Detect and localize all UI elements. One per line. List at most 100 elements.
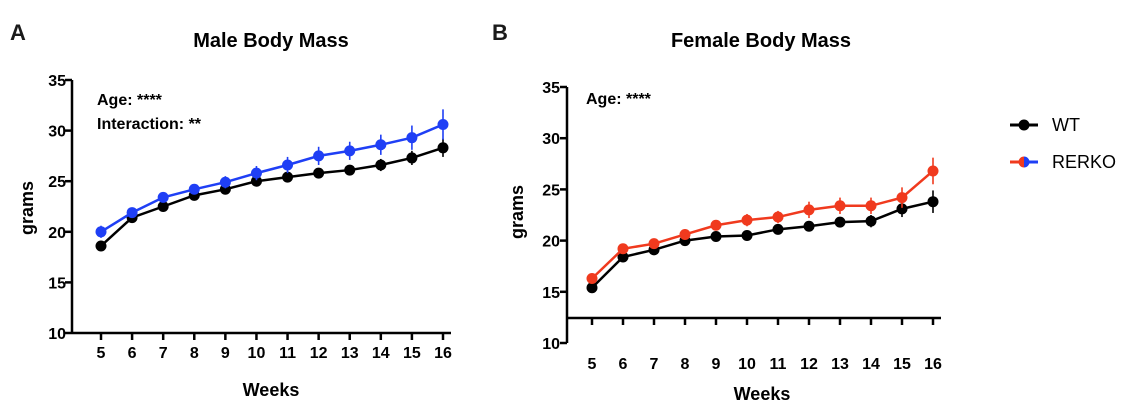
- panel-b-y-tick-label: 30: [542, 131, 560, 148]
- panel-a-x-tick-label: 11: [279, 345, 296, 362]
- panel-a-annotation-interaction: Interaction: **: [97, 116, 202, 133]
- panel-a-series-wt-point: [282, 171, 294, 183]
- panel-a-series-rerko-point: [406, 132, 418, 144]
- legend-wt-label: WT: [1052, 115, 1080, 135]
- panel-a-y-axis-label: grams: [17, 181, 37, 235]
- panel-b-y-axis-label: grams: [507, 185, 527, 239]
- legend-rerko-label: RERKO: [1052, 152, 1116, 172]
- panel-b-x-tick-label: 12: [800, 356, 818, 373]
- panel-a-series-rerko-point: [157, 191, 169, 203]
- panel-b-series-rerko-point: [834, 200, 846, 212]
- panel-b-y-tick-label: 15: [542, 285, 560, 302]
- panel-b-series-wt-point: [772, 223, 784, 235]
- panel-b-series-rerko-point: [741, 214, 753, 226]
- panel-a: A Male Body Mass Age: **** Interaction: …: [10, 20, 452, 400]
- panel-b-x-tick-label: 6: [619, 356, 628, 373]
- panel-b-x-tick-label: 11: [770, 356, 787, 373]
- legend-item-wt: WT: [1010, 115, 1080, 135]
- panel-a-series-rerko-point: [437, 119, 449, 131]
- panel-a-series-rerko-point: [95, 226, 107, 238]
- panel-a-series-wt-point: [344, 164, 356, 176]
- legend-item-rerko: RERKO: [1010, 152, 1116, 172]
- panel-b-series-rerko-point: [865, 200, 877, 212]
- panel-a-series-rerko-point: [126, 207, 138, 219]
- panel-a-series-rerko-point: [219, 176, 231, 188]
- panel-a-y-tick-label: 10: [48, 326, 66, 343]
- panel-a-series-wt-point: [313, 167, 325, 179]
- panel-b-annotation-age: Age: ****: [586, 91, 652, 108]
- panel-a-y-tick-label: 25: [48, 174, 66, 191]
- panel-b-series-wt-point: [586, 282, 598, 294]
- panel-b-series-rerko-point: [772, 211, 784, 223]
- panel-b-series-wt-point: [741, 229, 753, 241]
- legend-rerko-marker-blue: [1024, 156, 1030, 168]
- panel-a-series-rerko-point: [313, 150, 325, 162]
- panel-a-y-tick-label: 20: [48, 225, 66, 242]
- panel-a-x-tick-label: 6: [128, 345, 137, 362]
- panel-b-series-rerko-point: [927, 165, 939, 177]
- panel-a-series-rerko-point: [188, 183, 200, 195]
- panel-a-series-wt-point: [375, 159, 387, 171]
- panel-b-series-rerko-point: [648, 238, 660, 250]
- panel-b-x-tick-label: 16: [924, 356, 942, 373]
- panel-a-series-wt-point: [437, 142, 449, 154]
- panel-b-y-tick-label: 35: [542, 80, 560, 97]
- panel-b: B Female Body Mass Age: **** Weeks grams…: [492, 20, 942, 404]
- panel-a-x-tick-label: 9: [221, 345, 230, 362]
- panel-b-label: B: [492, 20, 508, 45]
- panel-a-x-tick-label: 10: [248, 345, 266, 362]
- panel-a-x-tick-label: 13: [341, 345, 359, 362]
- panel-b-series-rerko-point: [710, 219, 722, 231]
- panel-b-y-tick-label: 10: [542, 336, 560, 353]
- panel-b-series-rerko-point: [803, 204, 815, 216]
- panel-a-series-rerko-point: [375, 139, 387, 151]
- panel-b-series-wt-point: [865, 215, 877, 227]
- panel-a-y-tick-label: 30: [48, 124, 66, 141]
- panel-a-x-tick-label: 7: [159, 345, 168, 362]
- panel-b-series-rerko-point: [679, 228, 691, 240]
- panel-b-title: Female Body Mass: [671, 30, 851, 52]
- panel-a-series-rerko-point: [344, 145, 356, 157]
- panel-b-series-rerko-point: [617, 243, 629, 255]
- panel-a-x-tick-label: 15: [403, 345, 421, 362]
- panel-b-series-wt-point: [834, 216, 846, 228]
- panel-b-series-wt-point: [927, 196, 939, 208]
- panel-a-series-wt-point: [250, 175, 262, 187]
- panel-b-series-wt-point: [803, 220, 815, 232]
- panel-a-y-tick-label: 35: [48, 73, 66, 90]
- panel-b-x-tick-label: 9: [712, 356, 721, 373]
- legend-rerko-marker-red: [1018, 156, 1024, 168]
- panel-b-series-rerko-line: [591, 170, 934, 280]
- panel-a-x-tick-label: 12: [310, 345, 328, 362]
- panel-a-series-wt-point: [157, 201, 169, 212]
- legend: WT RERKO: [1010, 115, 1116, 172]
- panel-a-series-rerko-point: [282, 159, 294, 171]
- panel-b-x-tick-label: 8: [681, 356, 690, 373]
- panel-a-series-wt-point: [95, 240, 107, 252]
- panel-b-series-wt-point: [710, 231, 722, 243]
- panel-b-y-tick-label: 20: [542, 234, 560, 251]
- panel-a-series-rerko-point: [250, 167, 262, 179]
- panel-b-x-tick-label: 7: [650, 356, 659, 373]
- panel-a-series-wt-point: [406, 152, 418, 164]
- panel-b-plot: 10 15 20 25 30 35 5 6 7 8 9 10 11 12 13 14 15 16: [542, 80, 942, 373]
- panel-a-x-tick-label: 16: [434, 345, 452, 362]
- panel-a-series-wt-line: [100, 146, 444, 247]
- panel-b-x-tick-label: 14: [862, 356, 880, 373]
- panel-b-series-wt-point: [617, 251, 629, 263]
- panel-b-x-axis-label: Weeks: [734, 384, 791, 404]
- panel-b-series-rerko-point: [586, 272, 598, 284]
- panel-a-annotation-age: Age: ****: [97, 92, 163, 109]
- legend-wt-marker: [1018, 119, 1030, 131]
- panel-b-x-tick-label: 5: [588, 356, 597, 373]
- panel-a-label: A: [10, 20, 26, 45]
- panel-a-x-axis-label: Weeks: [243, 380, 300, 400]
- panel-a-y-tick-label: 15: [48, 275, 66, 292]
- panel-b-series-rerko-point: [896, 192, 908, 204]
- panel-a-x-tick-label: 5: [97, 345, 106, 362]
- panel-b-x-tick-label: 13: [831, 356, 849, 373]
- panel-b-y-tick-label: 25: [542, 182, 560, 199]
- panel-a-plot: 10 15 20 25 30 35 5 6 7 8 9 10 11 12 13 14 15 16: [48, 73, 452, 362]
- panel-b-series-wt-point: [896, 203, 908, 215]
